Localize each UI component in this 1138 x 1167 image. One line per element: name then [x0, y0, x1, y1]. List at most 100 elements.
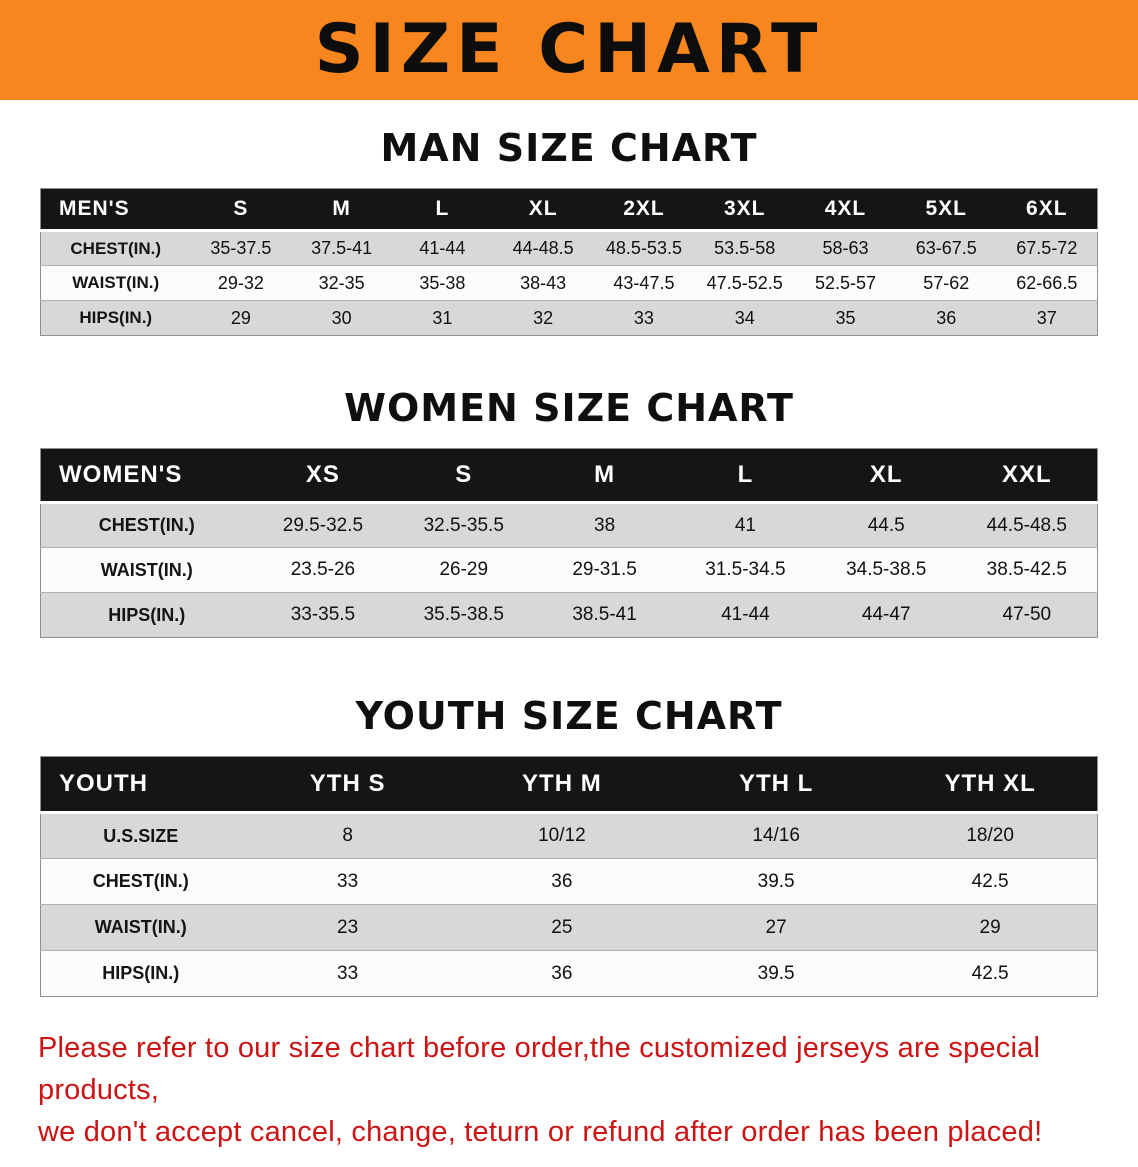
- size-value-cell: 38.5-42.5: [986, 559, 1067, 580]
- table-row: WAIST(IN.) 23 25 27 29: [40, 904, 1098, 951]
- row-label: WAIST(IN.): [94, 917, 187, 937]
- table-corner-label: WOMEN'S: [40, 448, 253, 504]
- size-column-header: L: [392, 188, 493, 232]
- size-column-header: S: [190, 188, 292, 232]
- size-value-cell: 33-35.5: [290, 604, 356, 625]
- table-corner-label: MEN'S: [40, 188, 191, 232]
- table-row: U.S.SIZE 8 10/12 14/16 18/20: [40, 812, 1098, 859]
- size-value-cell: 29-32: [217, 272, 264, 293]
- size-value-cell: 10/12: [538, 825, 586, 846]
- size-column-header: YTH L: [669, 756, 884, 814]
- size-value-cell: 35-38: [419, 272, 466, 293]
- table-row: CHEST(IN.) 29.5-32.5 32.5-35.5 38 41 44.5 44.5…: [40, 502, 1098, 548]
- page-title: SIZE CHART: [314, 10, 824, 89]
- table-row: HIPS(IN.) 33-35.5 35.5-38.5 38.5-41 41-44 44-…: [40, 592, 1098, 638]
- women-size-table: WOMEN'S XS S M L XL XXL CHEST(IN.) 29.5-32.5 32.5…: [40, 448, 1098, 638]
- size-value-cell: 53.5-58: [714, 238, 776, 258]
- size-value-cell: 14/16: [752, 825, 800, 846]
- size-value-cell: 8: [342, 825, 353, 846]
- youth-size-table: YOUTH YTH S YTH M YTH L YTH XL U.S.SIZE 8 10/12…: [40, 756, 1098, 997]
- size-value-cell: 30: [331, 307, 352, 328]
- size-value-cell: 42.5: [971, 962, 1009, 984]
- size-value-cell: 33: [337, 870, 359, 892]
- size-value-cell: 35-37.5: [210, 238, 272, 258]
- size-column-header: XL: [492, 188, 594, 232]
- size-value-cell: 35: [835, 307, 856, 328]
- size-value-cell: 44-47: [861, 604, 911, 625]
- table-row: CHEST(IN.) 33 36 39.5 42.5: [40, 858, 1098, 905]
- size-value-cell: 36: [551, 962, 573, 984]
- table-header-row: WOMEN'S XS S M L XL XXL: [40, 448, 1098, 504]
- disclaimer-line-1: Please refer to our size chart before or…: [38, 1032, 1041, 1107]
- size-value-cell: 32: [533, 307, 554, 328]
- size-column-header: XXL: [956, 448, 1098, 504]
- size-value-cell: 58-63: [822, 238, 869, 258]
- size-value-cell: 39.5: [757, 870, 795, 892]
- row-label: WAIST(IN.): [72, 273, 160, 292]
- size-column-header: 6XL: [996, 188, 1098, 232]
- table-corner-label: YOUTH: [40, 756, 241, 814]
- size-value-cell: 23.5-26: [290, 559, 356, 580]
- row-label: HIPS(IN.): [79, 308, 153, 327]
- banner: SIZE CHART: [0, 0, 1138, 100]
- size-value-cell: 57-62: [923, 272, 970, 293]
- men-section: MAN SIZE CHART MEN'S S M L XL 2XL 3XL 4XL 5XL 6XL…: [0, 126, 1138, 336]
- row-label: CHEST(IN.): [70, 238, 162, 258]
- size-column-header: L: [674, 448, 816, 504]
- size-value-cell: 41-44: [419, 238, 466, 258]
- table-row: HIPS(IN.) 33 36 39.5 42.5: [40, 950, 1098, 997]
- size-column-header: XS: [252, 448, 394, 504]
- size-value-cell: 47-50: [1002, 604, 1052, 625]
- size-value-cell: 34.5-38.5: [846, 559, 927, 580]
- disclaimer: Please refer to our size chart before or…: [0, 1027, 1138, 1153]
- table-row: HIPS(IN.) 29 30 31 32 33 34 35 36 37: [40, 300, 1098, 336]
- disclaimer-text: Please refer to our size chart before or…: [38, 1027, 1100, 1153]
- table-header-row: MEN'S S M L XL 2XL 3XL 4XL 5XL 6XL: [40, 188, 1098, 232]
- youth-section: YOUTH SIZE CHART YOUTH YTH S YTH M YTH L YTH…: [0, 694, 1138, 997]
- size-value-cell: 38-43: [520, 272, 567, 293]
- size-value-cell: 18/20: [966, 825, 1014, 846]
- size-value-cell: 37: [1036, 307, 1057, 328]
- size-value-cell: 44.5-48.5: [986, 514, 1067, 536]
- row-label: WAIST(IN.): [100, 559, 193, 580]
- size-value-cell: 31.5-34.5: [705, 559, 786, 580]
- size-value-cell: 32.5-35.5: [423, 514, 504, 536]
- size-value-cell: 39.5: [757, 962, 795, 984]
- size-value-cell: 32-35: [318, 272, 365, 293]
- size-column-header: M: [534, 448, 675, 504]
- size-value-cell: 44-48.5: [512, 238, 574, 258]
- size-value-cell: 62-66.5: [1016, 272, 1078, 293]
- row-label: CHEST(IN.): [92, 871, 189, 891]
- women-section: WOMEN SIZE CHART WOMEN'S XS S M L XL XXL CHEST(…: [0, 386, 1138, 638]
- men-size-chart-heading: MAN SIZE CHART: [380, 126, 758, 170]
- size-value-cell: 36: [936, 307, 957, 328]
- youth-size-chart-heading: YOUTH SIZE CHART: [355, 694, 783, 738]
- size-value-cell: 25: [551, 916, 573, 938]
- size-column-header: YTH S: [240, 756, 455, 814]
- size-column-header: M: [291, 188, 393, 232]
- size-value-cell: 67.5-72: [1016, 238, 1078, 258]
- row-label: CHEST(IN.): [98, 515, 195, 535]
- size-column-header: 2XL: [593, 188, 695, 232]
- size-value-cell: 29-31.5: [572, 559, 637, 580]
- size-column-header: 5XL: [895, 188, 997, 232]
- size-value-cell: 38.5-41: [572, 604, 637, 625]
- size-value-cell: 52.5-57: [814, 272, 876, 293]
- size-column-header: S: [393, 448, 535, 504]
- size-value-cell: 29.5-32.5: [282, 514, 364, 536]
- row-label: HIPS(IN.): [108, 604, 186, 625]
- table-row: CHEST(IN.) 35-37.5 37.5-41 41-44 44-48.5 48.5…: [40, 230, 1098, 266]
- size-value-cell: 29: [979, 916, 1001, 938]
- size-value-cell: 42.5: [971, 870, 1009, 892]
- size-value-cell: 31: [432, 307, 453, 328]
- size-value-cell: 33: [337, 962, 359, 984]
- size-value-cell: 41: [734, 514, 756, 536]
- size-value-cell: 33: [633, 307, 654, 328]
- table-row: WAIST(IN.) 23.5-26 26-29 29-31.5 31.5-34.5 34…: [40, 547, 1098, 593]
- table-header-row: YOUTH YTH S YTH M YTH L YTH XL: [40, 756, 1098, 814]
- size-value-cell: 27: [765, 916, 787, 938]
- women-size-chart-heading: WOMEN SIZE CHART: [344, 386, 794, 430]
- size-value-cell: 29: [230, 307, 251, 328]
- size-value-cell: 63-67.5: [915, 238, 977, 258]
- size-value-cell: 48.5-53.5: [605, 238, 682, 258]
